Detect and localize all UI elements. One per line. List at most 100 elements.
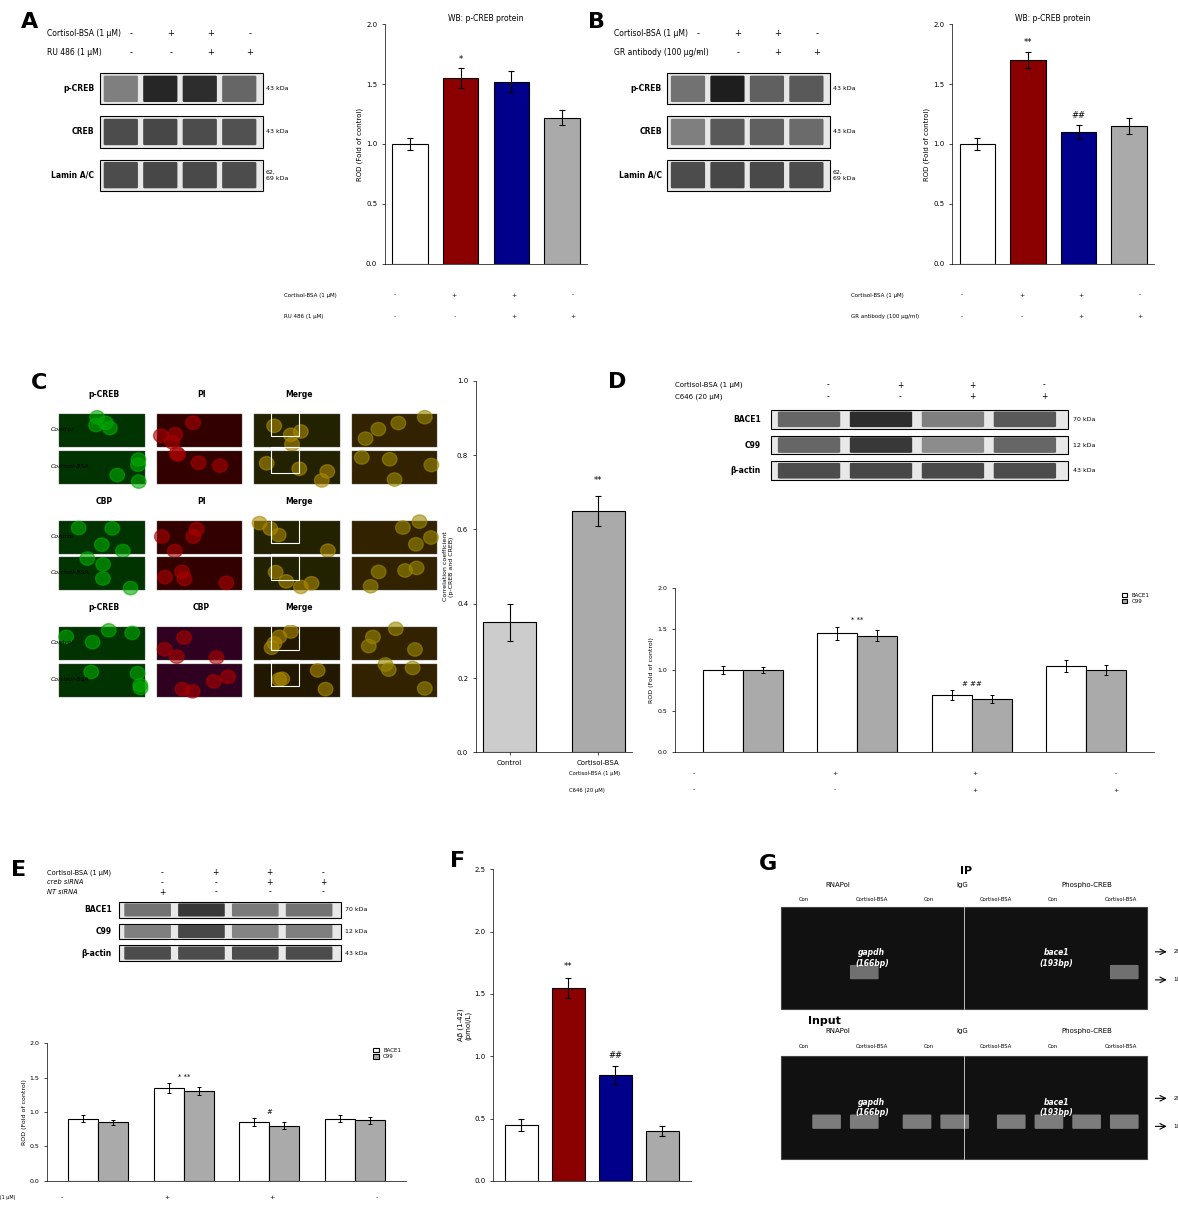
Text: Con: Con: [1047, 1044, 1058, 1048]
Text: -: -: [322, 888, 325, 897]
Circle shape: [371, 565, 386, 578]
Y-axis label: ROD (Fold of control): ROD (Fold of control): [924, 107, 931, 181]
Circle shape: [409, 537, 423, 551]
Circle shape: [176, 682, 190, 695]
FancyBboxPatch shape: [104, 76, 138, 102]
Text: RU 486 (1 μM): RU 486 (1 μM): [284, 315, 323, 319]
Circle shape: [293, 581, 309, 594]
FancyBboxPatch shape: [902, 1115, 932, 1129]
Text: Cortisol-BSA: Cortisol-BSA: [980, 1044, 1012, 1048]
Text: Con: Con: [1047, 898, 1058, 903]
Circle shape: [206, 675, 221, 688]
FancyBboxPatch shape: [921, 463, 984, 478]
Circle shape: [391, 417, 405, 430]
Circle shape: [389, 622, 403, 635]
Text: IgG: IgG: [957, 1028, 968, 1034]
FancyBboxPatch shape: [286, 925, 332, 939]
FancyBboxPatch shape: [994, 437, 1057, 453]
Text: +: +: [212, 869, 219, 877]
Bar: [858, 636, 898, 752]
Text: -: -: [827, 381, 829, 389]
FancyBboxPatch shape: [352, 627, 437, 660]
Circle shape: [272, 630, 286, 643]
FancyBboxPatch shape: [940, 1115, 969, 1129]
Text: +: +: [164, 1195, 170, 1200]
Circle shape: [171, 448, 185, 462]
FancyBboxPatch shape: [144, 119, 178, 145]
Text: Lamin A/C: Lamin A/C: [52, 171, 94, 180]
Circle shape: [310, 664, 325, 677]
FancyBboxPatch shape: [254, 557, 339, 590]
FancyBboxPatch shape: [157, 664, 243, 696]
FancyBboxPatch shape: [667, 117, 830, 147]
Bar: [544, 118, 580, 264]
Y-axis label: ROD (Fold of control): ROD (Fold of control): [22, 1080, 27, 1145]
FancyBboxPatch shape: [781, 906, 1147, 1010]
Text: -: -: [376, 1195, 378, 1200]
Bar: [960, 143, 995, 264]
Circle shape: [210, 651, 224, 664]
FancyBboxPatch shape: [352, 664, 437, 696]
Bar: [1046, 666, 1086, 752]
Circle shape: [219, 576, 233, 589]
Text: **: **: [1024, 37, 1032, 47]
FancyBboxPatch shape: [232, 925, 279, 939]
Circle shape: [267, 636, 282, 649]
FancyBboxPatch shape: [777, 437, 840, 453]
Text: 43 kDa: 43 kDa: [265, 129, 289, 135]
Text: +: +: [774, 48, 781, 58]
Text: -: -: [170, 48, 172, 58]
Bar: [392, 143, 428, 264]
Text: creb siRNA: creb siRNA: [47, 880, 84, 886]
Circle shape: [259, 457, 274, 470]
Circle shape: [424, 458, 438, 471]
FancyBboxPatch shape: [789, 119, 823, 145]
Circle shape: [252, 517, 266, 530]
Circle shape: [190, 523, 204, 536]
FancyBboxPatch shape: [994, 411, 1057, 427]
Bar: [598, 1075, 631, 1181]
FancyBboxPatch shape: [997, 1115, 1026, 1129]
Text: -: -: [899, 392, 901, 401]
FancyBboxPatch shape: [178, 925, 225, 939]
Text: -: -: [160, 878, 164, 887]
Text: Control: Control: [51, 534, 74, 539]
Text: Cortisol-BSA (1 μM): Cortisol-BSA (1 μM): [569, 771, 621, 776]
Text: +: +: [832, 771, 838, 776]
FancyBboxPatch shape: [770, 436, 1068, 454]
Text: +: +: [973, 771, 978, 776]
Text: -: -: [961, 293, 964, 298]
FancyBboxPatch shape: [119, 945, 342, 960]
Text: 70 kDa: 70 kDa: [1073, 417, 1096, 422]
Bar: [818, 634, 858, 752]
Bar: [270, 1125, 299, 1181]
FancyBboxPatch shape: [994, 463, 1057, 478]
Text: +: +: [320, 878, 326, 887]
Text: Merge: Merge: [285, 390, 312, 399]
Circle shape: [170, 649, 184, 664]
Circle shape: [153, 429, 168, 442]
Circle shape: [382, 663, 396, 676]
Text: Cortisol-BSA (1 μM): Cortisol-BSA (1 μM): [284, 293, 337, 298]
Circle shape: [315, 474, 329, 487]
Y-axis label: Correlation coefficient
(p-CREB and CREB): Correlation coefficient (p-CREB and CREB…: [443, 531, 455, 601]
Text: p-CREB: p-CREB: [630, 84, 662, 93]
Bar: [972, 699, 1012, 752]
Text: +: +: [969, 392, 975, 401]
Circle shape: [285, 437, 299, 451]
Y-axis label: ROD (Fold of control): ROD (Fold of control): [649, 637, 655, 704]
FancyBboxPatch shape: [59, 557, 145, 590]
Circle shape: [383, 453, 397, 466]
Text: C99: C99: [95, 927, 112, 936]
Circle shape: [269, 565, 283, 578]
Circle shape: [362, 640, 376, 653]
FancyBboxPatch shape: [667, 74, 830, 105]
Text: +: +: [1138, 315, 1143, 319]
FancyBboxPatch shape: [710, 161, 744, 188]
Circle shape: [274, 672, 290, 686]
FancyBboxPatch shape: [710, 76, 744, 102]
Circle shape: [396, 521, 410, 534]
FancyBboxPatch shape: [119, 903, 342, 918]
Text: +: +: [1041, 392, 1047, 401]
Circle shape: [263, 522, 278, 535]
